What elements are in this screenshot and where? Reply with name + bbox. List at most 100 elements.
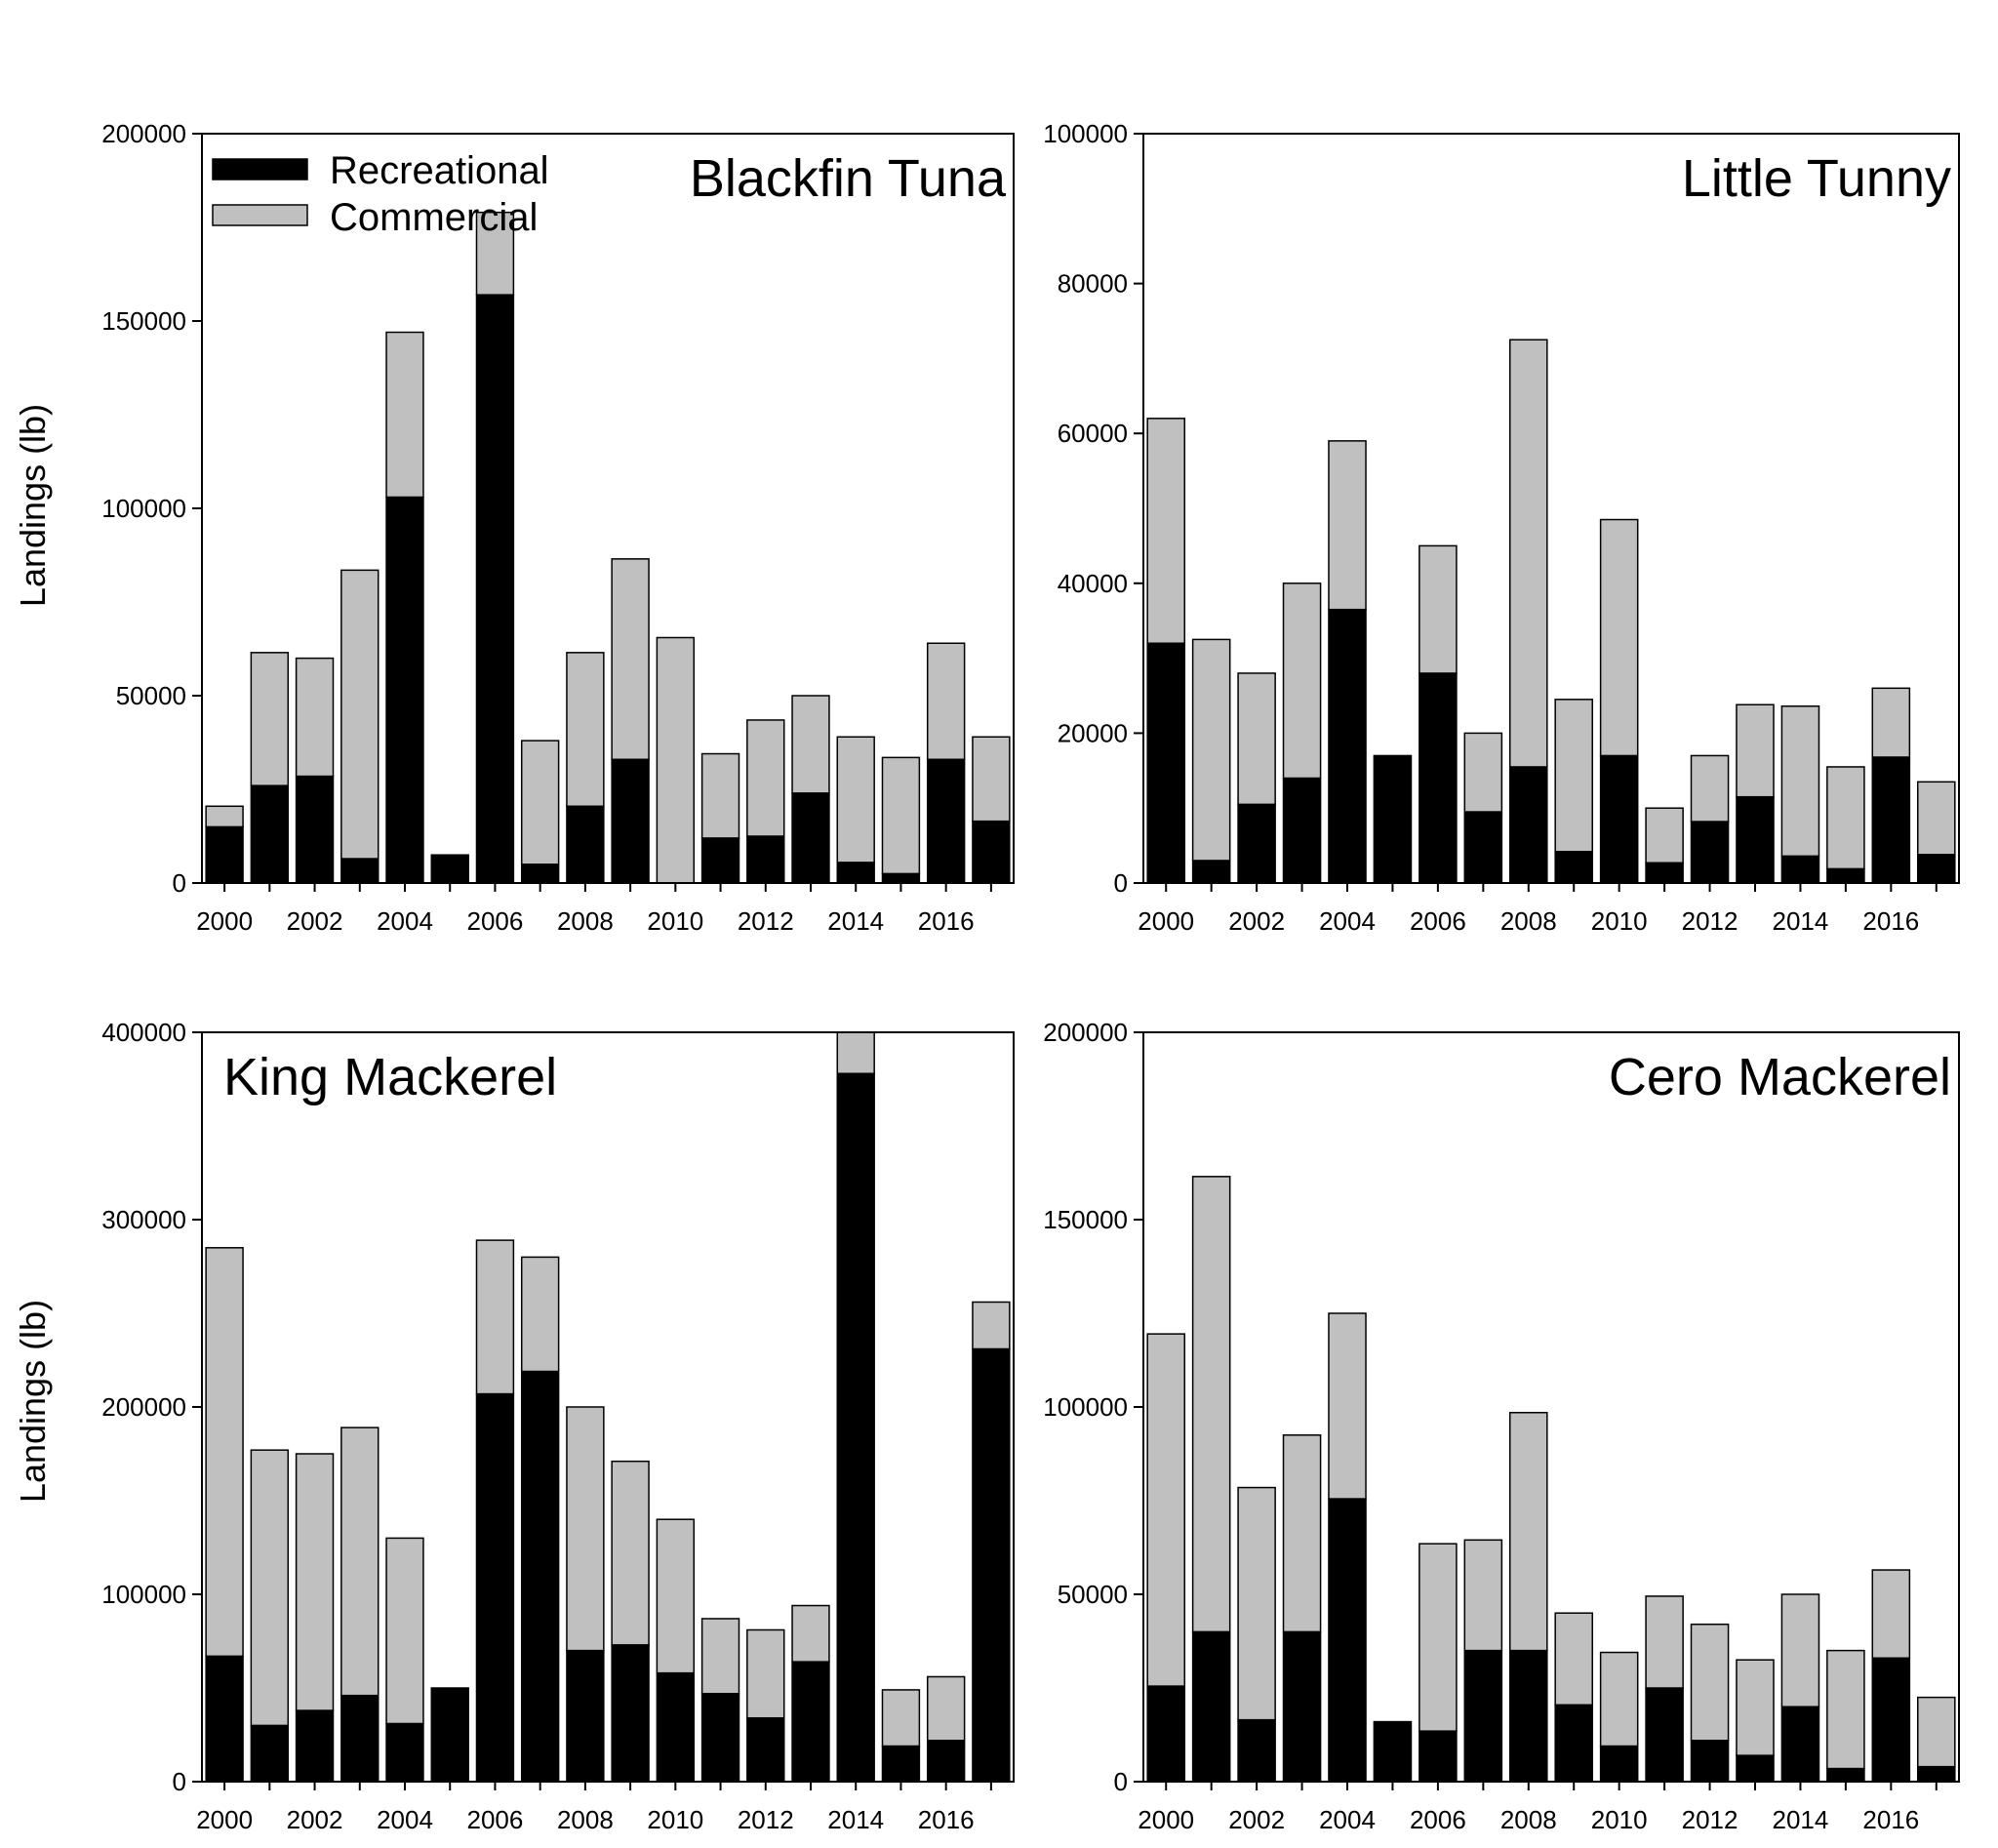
bar-commercial-2014	[1780, 1593, 1820, 1707]
bar-recreational-2000	[205, 1655, 244, 1783]
bar-commercial-2012	[1690, 1623, 1730, 1742]
bar-commercial-2015	[881, 1689, 921, 1748]
bar-commercial-2000	[205, 805, 244, 828]
bar-commercial-2008	[1508, 339, 1548, 768]
x-tick-label: 2002	[287, 1805, 343, 1834]
x-tick-label: 2002	[1228, 1805, 1285, 1834]
bar-recreational-2001	[250, 784, 290, 884]
bar-commercial-2017	[1916, 781, 1956, 856]
x-tick-label: 2012	[1682, 1805, 1738, 1834]
chart-title: Little Tunny	[1682, 149, 1951, 208]
chart-title: King Mackerel	[223, 1048, 557, 1106]
bar-commercial-2003	[340, 569, 380, 860]
y-tick-label: 100000	[101, 1580, 186, 1609]
bar-recreational-2009	[611, 758, 650, 884]
bar-commercial-2009	[611, 1460, 650, 1646]
bar-recreational-2001	[250, 1724, 290, 1783]
y-tick-label: 300000	[101, 1205, 186, 1234]
x-tick-label: 2008	[557, 906, 614, 936]
x-tick-label: 2002	[1228, 906, 1285, 936]
legend-label-commercial: Commercial	[330, 196, 538, 239]
bar-recreational-2017	[972, 820, 1011, 884]
chart-title: Cero Mackerel	[1609, 1048, 1951, 1106]
x-tick-label: 2010	[1591, 1805, 1648, 1834]
bar-recreational-2000	[1146, 642, 1186, 884]
bar-commercial-2002	[295, 1453, 335, 1711]
bar-recreational-2015	[1826, 867, 1865, 884]
x-tick-label: 2000	[196, 906, 253, 936]
bar-commercial-2007	[520, 1256, 560, 1373]
bar-recreational-2006	[1419, 672, 1458, 884]
bar-commercial-2008	[566, 1406, 605, 1652]
x-tick-label: 2016	[918, 1805, 975, 1834]
bar-recreational-2012	[1690, 821, 1730, 884]
bar-recreational-2007	[520, 864, 560, 884]
bar-recreational-2009	[1554, 1704, 1594, 1783]
bar-recreational-2015	[881, 872, 921, 884]
y-tick-label: 0	[1114, 1767, 1128, 1796]
panel-blackfin-tuna: 0 50000 100000 150000 200000 2000 2002 2004 2006…	[101, 119, 1015, 936]
bar-commercial-2008	[1508, 1412, 1548, 1652]
bar-commercial-2010	[656, 636, 696, 884]
legend-swatch-commercial	[212, 204, 308, 226]
bar-commercial-2002	[295, 657, 335, 778]
bar-recreational-2002	[295, 1709, 335, 1783]
bar-recreational-2000	[1146, 1685, 1186, 1783]
bar-commercial-2004	[385, 331, 424, 499]
bar-commercial-2000	[205, 1247, 244, 1658]
x-tick-label: 2000	[196, 1805, 253, 1834]
bar-recreational-2017	[1916, 1765, 1956, 1783]
bar-recreational-2014	[836, 862, 875, 884]
bar-commercial-2006	[1419, 544, 1458, 674]
y-tick-label: 60000	[1058, 419, 1128, 448]
bar-commercial-2010	[1599, 518, 1639, 757]
bar-recreational-2005	[430, 854, 469, 884]
x-tick-label: 2014	[1773, 906, 1829, 936]
x-tick-label: 2016	[1862, 906, 1919, 936]
bar-recreational-2008	[1508, 766, 1548, 884]
bar-recreational-2016	[1871, 1657, 1911, 1783]
bar-recreational-2008	[566, 1649, 605, 1783]
y-axis-label-bottom: Landings (lb)	[13, 1300, 53, 1503]
bar-commercial-2016	[926, 642, 966, 761]
bar-recreational-2002	[1237, 803, 1276, 884]
bar-recreational-2006	[1419, 1730, 1458, 1783]
x-tick-label: 2010	[647, 906, 703, 936]
chart-title: Blackfin Tuna	[690, 149, 1007, 208]
bar-commercial-2015	[1826, 766, 1865, 870]
y-tick-label: 20000	[1058, 718, 1128, 747]
legend-label-recreational: Recreational	[330, 149, 549, 192]
bar-recreational-2010	[1599, 1745, 1639, 1783]
bar-commercial-2013	[1736, 703, 1775, 798]
bar-recreational-2011	[700, 837, 740, 884]
bar-recreational-2007	[520, 1370, 560, 1783]
x-tick-label: 2002	[287, 906, 343, 936]
x-tick-label: 2010	[647, 1805, 703, 1834]
bar-commercial-2013	[791, 695, 830, 794]
bar-recreational-2016	[926, 1740, 966, 1783]
x-tick-label: 2012	[1682, 906, 1738, 936]
y-tick-label: 50000	[1058, 1580, 1128, 1609]
y-tick-label: 200000	[101, 1392, 186, 1422]
bar-commercial-2000	[1146, 418, 1186, 644]
bar-commercial-2012	[746, 1628, 785, 1719]
bar-commercial-2007	[520, 740, 560, 865]
x-tick-label: 2004	[377, 1805, 433, 1834]
bar-recreational-2012	[1690, 1740, 1730, 1783]
x-tick-label: 2008	[557, 1805, 614, 1834]
y-tick-label: 0	[1114, 868, 1128, 898]
bar-recreational-2004	[1328, 1498, 1367, 1783]
x-tick-label: 2016	[1862, 1805, 1919, 1834]
x-tick-label: 2008	[1500, 1805, 1557, 1834]
y-axis-label-top: Landings (lb)	[13, 404, 53, 607]
panel-king-mackerel: 0 100000 200000 300000 400000 2000 2002 2004 200…	[101, 1018, 1015, 1834]
bar-commercial-2010	[1599, 1651, 1639, 1748]
bar-recreational-2011	[1645, 862, 1684, 884]
x-tick-label: 2012	[738, 906, 794, 936]
bar-commercial-2009	[1554, 699, 1594, 853]
y-tick-label: 200000	[1043, 1018, 1128, 1047]
bar-commercial-2011	[700, 1618, 740, 1695]
x-tick-label: 2000	[1138, 1805, 1194, 1834]
bar-recreational-2017	[972, 1347, 1011, 1783]
